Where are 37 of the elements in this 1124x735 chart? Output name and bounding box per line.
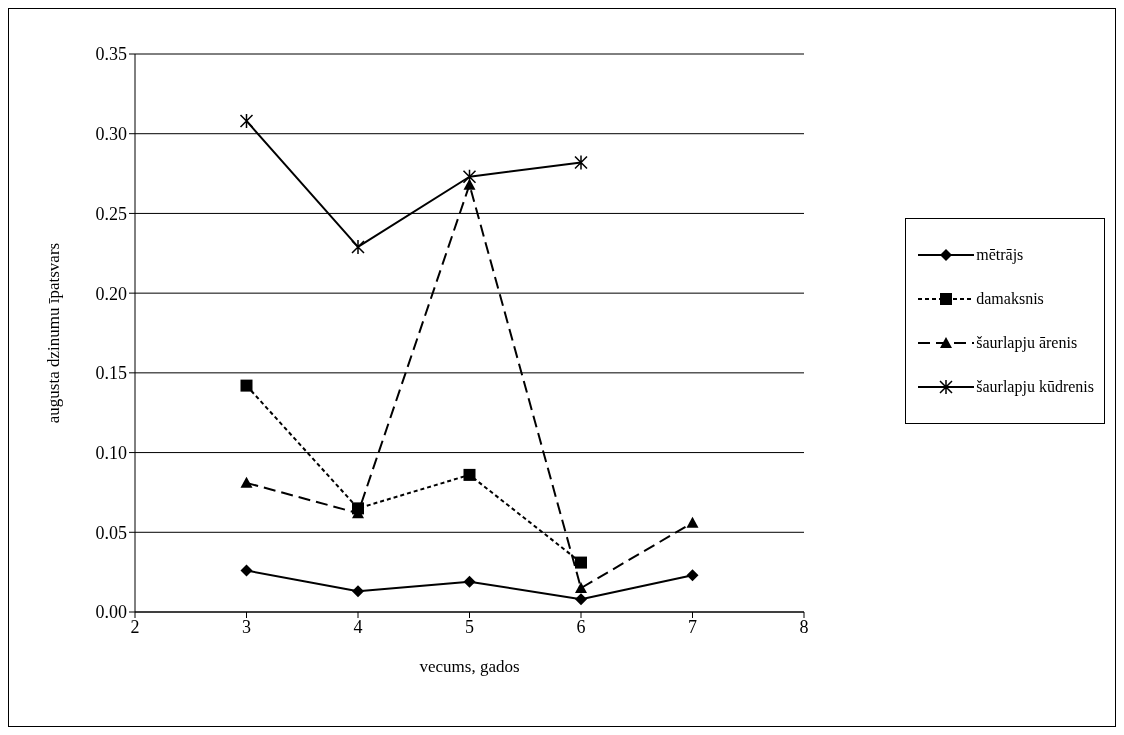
point [240, 379, 253, 392]
legend-label: šaurlapju kūdrenis [976, 378, 1094, 396]
y-tick-label: 0.30 [95, 124, 127, 145]
point [240, 476, 253, 488]
y-tick-label: 0.15 [95, 363, 127, 384]
x-tick-label: 3 [242, 616, 251, 637]
point [462, 169, 477, 185]
y-tick-label: 0.00 [95, 602, 127, 623]
x-tick-label: 4 [353, 616, 363, 637]
y-tick-label: 0.20 [95, 283, 127, 304]
point [239, 113, 254, 129]
y-tick-label: 0.25 [95, 203, 127, 224]
x-axis-title: vecums, gados [419, 657, 520, 676]
x-tick-label: 2 [130, 616, 140, 637]
x-tick-label: 7 [688, 616, 697, 637]
y-tick-label: 0.10 [95, 442, 127, 463]
x-tick-label: 6 [576, 616, 586, 637]
y-tick-label: 0.35 [95, 44, 127, 65]
point [575, 593, 587, 606]
point [686, 569, 699, 582]
point [240, 564, 253, 577]
point [463, 468, 476, 481]
y-tick-label: 0.05 [95, 522, 127, 543]
point [575, 556, 587, 569]
legend-label: šaurlapju ārenis [976, 334, 1078, 352]
point [463, 575, 476, 588]
point [463, 178, 476, 190]
y-axis-title: augusta dzinumu īpatsvars [44, 242, 64, 424]
point [352, 585, 364, 598]
point [351, 239, 365, 255]
legend-label: mētrājs [976, 246, 1024, 264]
point [575, 582, 587, 594]
legend-label: damaksnis [976, 290, 1044, 308]
point [574, 154, 588, 171]
x-tick-label: 8 [799, 616, 809, 637]
point [686, 516, 699, 528]
x-tick-label: 5 [465, 616, 474, 637]
